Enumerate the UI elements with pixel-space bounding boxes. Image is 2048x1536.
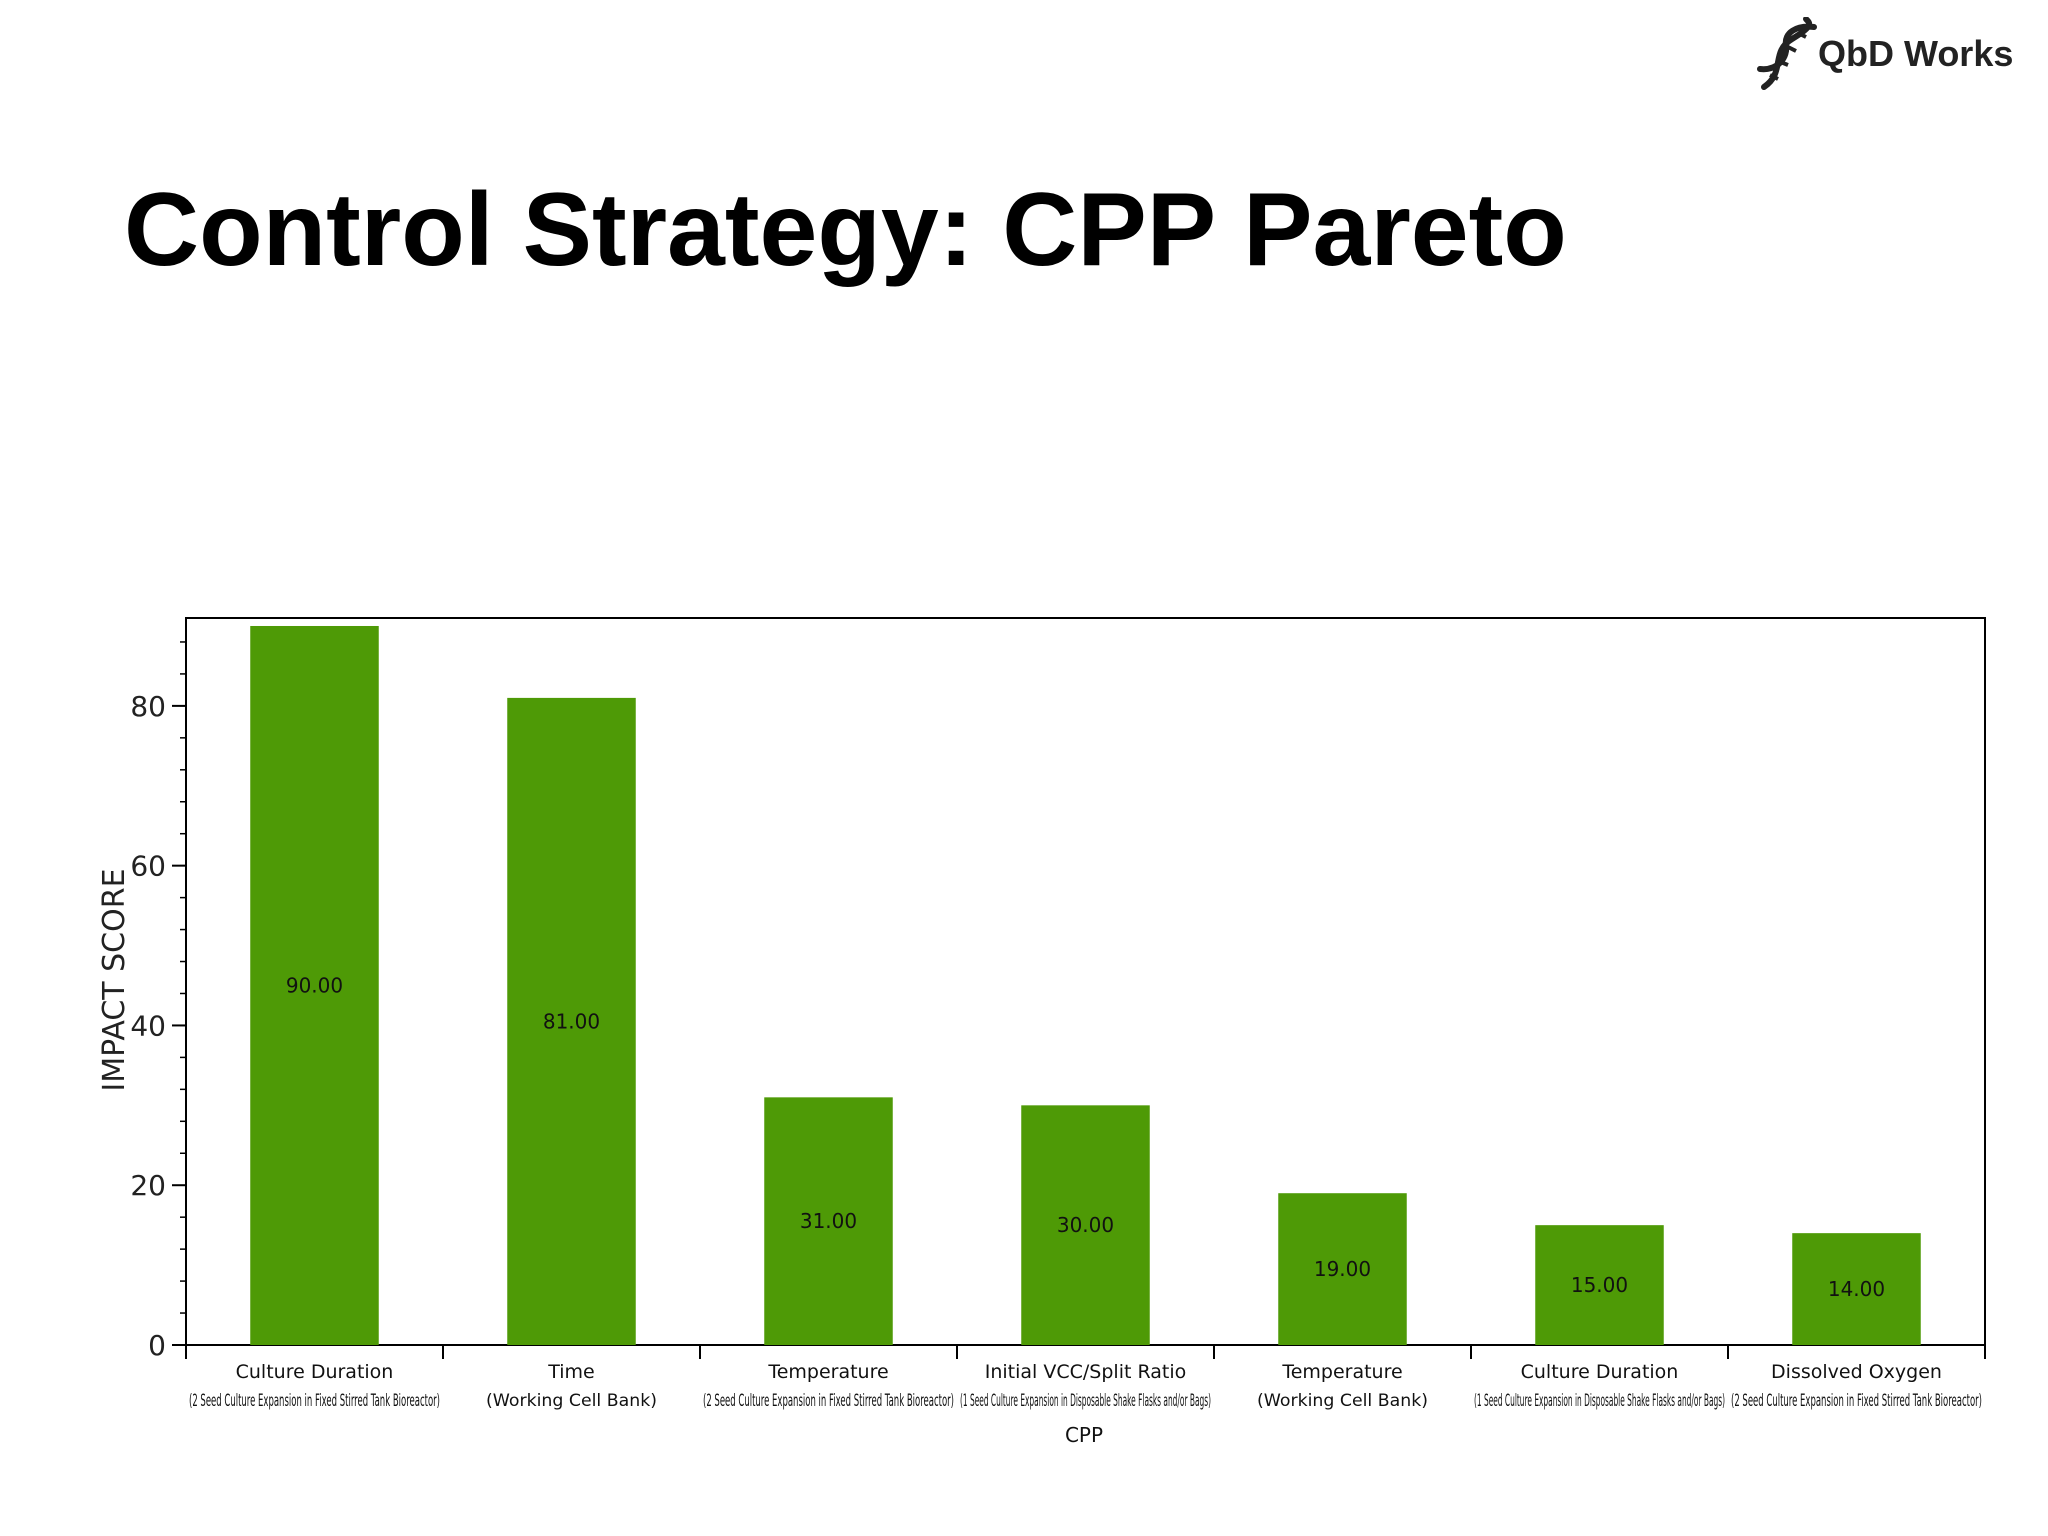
bar-data-label: 31.00 — [800, 1209, 857, 1233]
bar — [1535, 1225, 1664, 1345]
x-tick-label: Dissolved Oxygen — [1771, 1361, 1942, 1383]
x-tick-sublabel: (1 Seed Culture Expansion in Disposable … — [960, 1391, 1211, 1411]
y-tick-label: 60 — [130, 850, 166, 883]
x-tick-sublabel: (2 Seed Culture Expansion in Fixed Stirr… — [189, 1391, 440, 1411]
bar — [1021, 1105, 1150, 1345]
bar — [764, 1097, 893, 1345]
x-tick-sublabel: (2 Seed Culture Expansion in Fixed Stirr… — [1731, 1391, 1982, 1411]
brand-logo: QbD Works — [1756, 16, 2013, 92]
x-tick-sublabel: (1 Seed Culture Expansion in Disposable … — [1474, 1391, 1725, 1411]
y-axis: 0 20 40 60 80 — [130, 618, 187, 1362]
bar-data-label: 81.00 — [543, 1009, 600, 1033]
bar-data-label: 15.00 — [1571, 1273, 1628, 1297]
x-tick-label: Initial VCC/Split Ratio — [985, 1361, 1187, 1383]
bar-data-label: 19.00 — [1314, 1257, 1371, 1281]
bar-data-label: 14.00 — [1828, 1277, 1885, 1301]
x-tick-label: Culture Duration — [1521, 1361, 1679, 1383]
y-tick-label: 40 — [130, 1009, 166, 1042]
bar — [1792, 1233, 1921, 1345]
logo-text: QbD Works — [1818, 33, 2014, 74]
y-tick-label: 80 — [130, 690, 166, 723]
bar-data-label: 30.00 — [1057, 1213, 1114, 1237]
x-tick-sublabel: (Working Cell Bank) — [486, 1391, 657, 1411]
x-tick-sublabel: (2 Seed Culture Expansion in Fixed Stirr… — [703, 1391, 954, 1411]
y-tick-label: 0 — [148, 1329, 166, 1362]
slide-title: Control Strategy: CPP Pareto — [124, 172, 1567, 288]
x-tick-label: Time — [547, 1361, 595, 1383]
x-axis-title: CPP — [1065, 1423, 1103, 1447]
x-tick-label: Temperature — [767, 1361, 888, 1383]
x-tick-label: Temperature — [1281, 1361, 1402, 1383]
bar — [507, 697, 636, 1345]
x-tick-sublabel: (Working Cell Bank) — [1257, 1391, 1428, 1411]
y-axis-title: IMPACT SCORE — [97, 868, 132, 1091]
x-tick-label: Culture Duration — [236, 1361, 394, 1383]
bar-data-label: 90.00 — [286, 973, 343, 997]
y-tick-label: 20 — [130, 1169, 166, 1202]
dna-helix-icon — [1757, 17, 1817, 90]
bar — [250, 625, 379, 1345]
bar — [1278, 1193, 1407, 1345]
bar-series: 90.00 81.00 31.00 30.00 19.00 15.00 14.00 — [250, 625, 1921, 1345]
x-axis: Culture Duration (2 Seed Culture Expansio… — [185, 1345, 1986, 1411]
